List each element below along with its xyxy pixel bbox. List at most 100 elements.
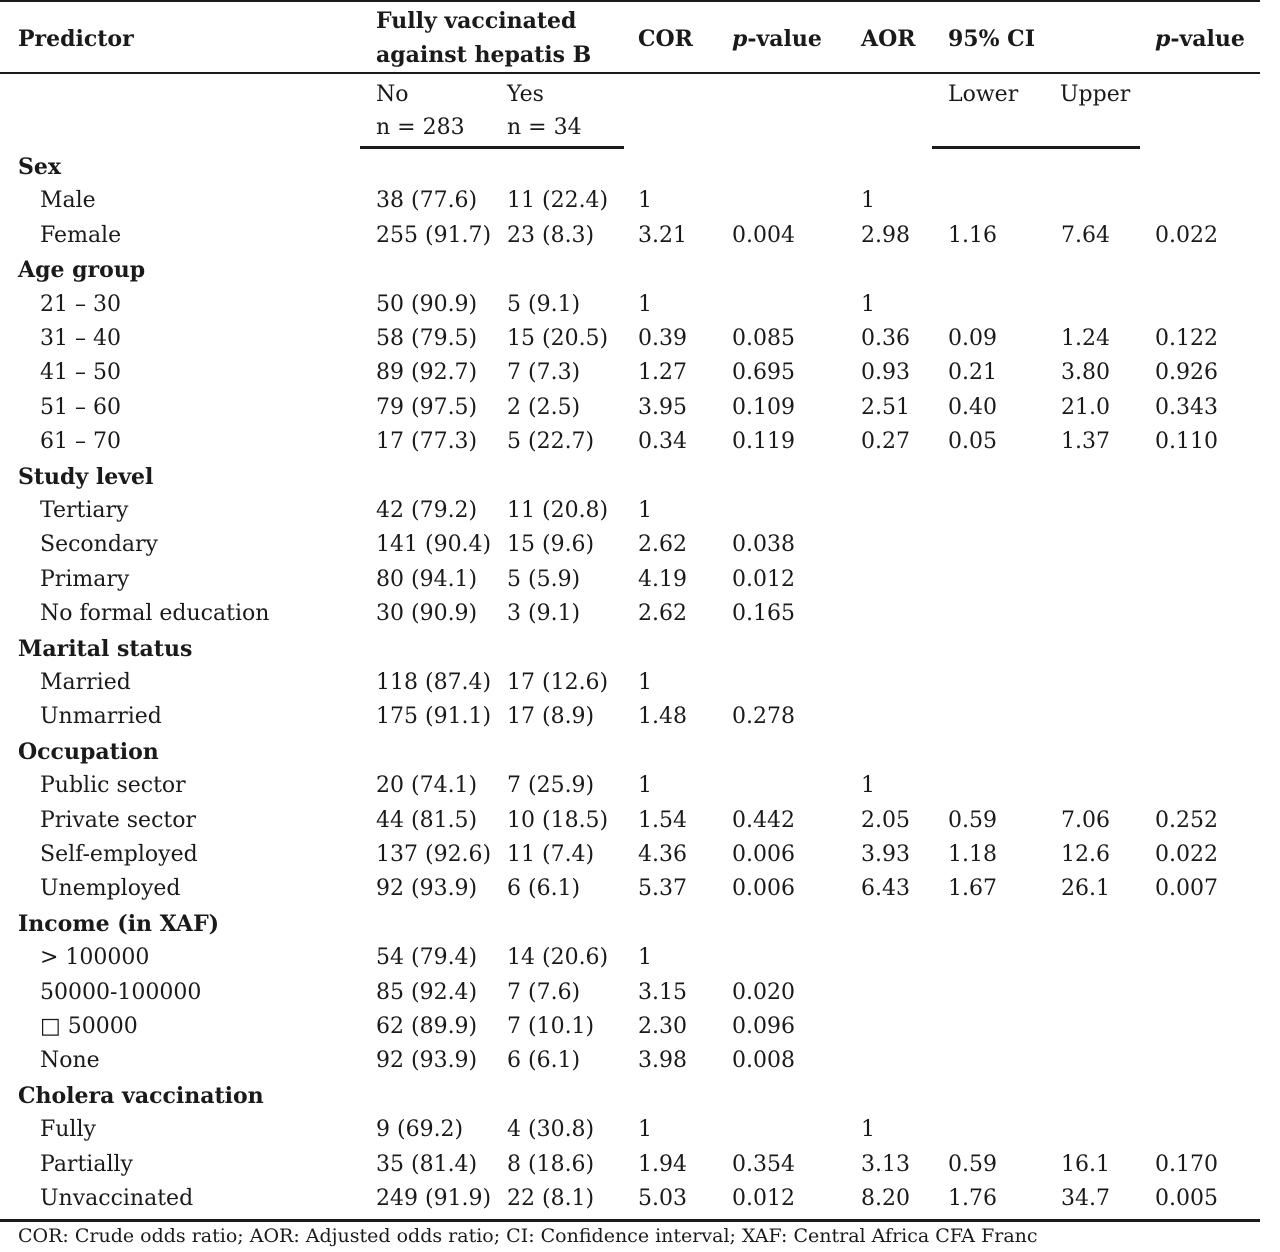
cell-no: 20 (74.1) xyxy=(376,773,478,799)
row-label: 51 – 60 xyxy=(40,394,121,420)
cell-p: 0.006 xyxy=(732,876,795,902)
cell-yes: 2 (2.5) xyxy=(507,394,581,420)
footnote: COR: Crude odds ratio; AOR: Adjusted odd… xyxy=(18,1225,1038,1247)
cell-no: 42 (79.2) xyxy=(376,498,478,523)
cell-aor: 6.43 xyxy=(861,876,910,902)
cell-no: 80 (94.1) xyxy=(376,566,478,592)
cell-p2: 0.022 xyxy=(1155,842,1218,867)
cell-p: 0.012 xyxy=(732,1186,795,1211)
cell-yes: 3 (9.1) xyxy=(507,601,581,627)
cell-p: 0.278 xyxy=(732,704,795,730)
header-cor: COR xyxy=(638,26,693,52)
group-title: Study level xyxy=(18,463,154,490)
cell-p2: 0.170 xyxy=(1155,1151,1218,1177)
cell-no: 38 (77.6) xyxy=(376,188,478,214)
cell-cor: 1.54 xyxy=(638,807,687,833)
cell-p2: 0.122 xyxy=(1155,326,1218,351)
row-label: 21 – 30 xyxy=(40,291,121,317)
cell-upper: 26.1 xyxy=(1061,876,1110,902)
row-label: Private sector xyxy=(40,807,196,833)
cell-cor: 3.21 xyxy=(638,222,687,248)
cell-aor: 3.93 xyxy=(861,842,910,867)
cell-p2: 0.022 xyxy=(1155,222,1218,248)
cell-yes: 5 (9.1) xyxy=(507,291,581,317)
cell-p: 0.020 xyxy=(732,979,795,1005)
row-label: Primary xyxy=(40,566,130,592)
row-label: 31 – 40 xyxy=(40,326,121,351)
cell-cor: 1 xyxy=(638,291,652,317)
group-title: Sex xyxy=(18,154,62,180)
row-label: Unvaccinated xyxy=(40,1186,194,1211)
cell-yes: 22 (8.1) xyxy=(507,1186,595,1211)
cell-yes: 23 (8.3) xyxy=(507,222,595,248)
cell-cor: 1 xyxy=(638,945,652,971)
row-label: No formal education xyxy=(40,601,270,627)
cell-aor: 8.20 xyxy=(861,1186,910,1211)
cell-cor: 4.19 xyxy=(638,566,687,592)
cell-yes: 4 (30.8) xyxy=(507,1117,595,1143)
cell-yes: 6 (6.1) xyxy=(507,1048,581,1074)
row-label: 61 – 70 xyxy=(40,429,121,455)
header-pvalue-p: p xyxy=(732,26,748,52)
cell-p: 0.006 xyxy=(732,842,795,867)
cell-no: 44 (81.5) xyxy=(376,807,478,833)
cell-no: 35 (81.4) xyxy=(376,1151,478,1177)
cell-cor: 1.27 xyxy=(638,360,687,386)
cell-no: 118 (87.4) xyxy=(376,670,492,695)
cell-yes: 7 (7.3) xyxy=(507,360,581,386)
cell-p: 0.165 xyxy=(732,601,795,627)
group-title: Income (in XAF) xyxy=(18,910,220,937)
cell-p: 0.004 xyxy=(732,222,795,248)
cell-p2: 0.110 xyxy=(1155,429,1218,455)
cell-cor: 3.95 xyxy=(638,394,687,420)
cell-no: 249 (91.9) xyxy=(376,1186,492,1211)
cell-yes: 11 (20.8) xyxy=(507,498,609,523)
cell-yes: 7 (10.1) xyxy=(507,1014,595,1039)
row-label: Public sector xyxy=(40,773,186,799)
cell-yes: 11 (22.4) xyxy=(507,188,609,214)
cell-upper: 7.64 xyxy=(1061,222,1110,248)
header-rule xyxy=(0,72,1260,74)
cell-cor: 1 xyxy=(638,188,652,214)
cell-cor: 1 xyxy=(638,670,652,695)
cell-yes: 10 (18.5) xyxy=(507,807,609,833)
cell-cor: 0.39 xyxy=(638,326,687,351)
cell-aor: 0.93 xyxy=(861,360,910,386)
cell-yes: 5 (5.9) xyxy=(507,566,581,592)
cell-upper: 16.1 xyxy=(1061,1151,1110,1177)
group-title: Occupation xyxy=(18,738,159,765)
cell-yes: 14 (20.6) xyxy=(507,945,609,971)
cell-p: 0.119 xyxy=(732,429,795,455)
cell-cor: 3.15 xyxy=(638,979,687,1005)
row-label: Female xyxy=(40,222,122,248)
cell-aor: 1 xyxy=(861,773,875,799)
row-label: □ 50000 xyxy=(40,1014,138,1039)
cell-p2: 0.007 xyxy=(1155,876,1218,902)
row-label: Unmarried xyxy=(40,704,162,730)
cell-aor: 3.13 xyxy=(861,1151,910,1177)
cell-cor: 1 xyxy=(638,1117,652,1143)
row-label: Married xyxy=(40,670,131,695)
header-ci: 95% CI xyxy=(948,26,1035,52)
cell-yes: 6 (6.1) xyxy=(507,876,581,902)
bottom-rule xyxy=(0,1219,1260,1222)
cell-p: 0.008 xyxy=(732,1048,795,1074)
cell-no: 92 (93.9) xyxy=(376,876,478,902)
cell-aor: 1 xyxy=(861,1117,875,1143)
cell-no: 137 (92.6) xyxy=(376,842,492,867)
header-pvalue-rest: -value xyxy=(747,26,822,52)
cell-no: 79 (97.5) xyxy=(376,394,478,420)
cell-p: 0.085 xyxy=(732,326,795,351)
no-yes-underline xyxy=(360,146,624,149)
cell-lower: 0.21 xyxy=(948,360,997,386)
header-fully-vaccinated-1: Fully vaccinated xyxy=(376,8,577,34)
cell-p2: 0.926 xyxy=(1155,360,1218,386)
cell-no: 175 (91.1) xyxy=(376,704,492,730)
cell-yes: 7 (25.9) xyxy=(507,773,595,799)
cell-upper: 34.7 xyxy=(1061,1186,1110,1211)
cell-no: 9 (69.2) xyxy=(376,1117,464,1143)
header-fully-vaccinated-2: against hepatis B xyxy=(376,42,592,68)
cell-p2: 0.252 xyxy=(1155,807,1218,833)
cell-no: 50 (90.9) xyxy=(376,291,478,317)
